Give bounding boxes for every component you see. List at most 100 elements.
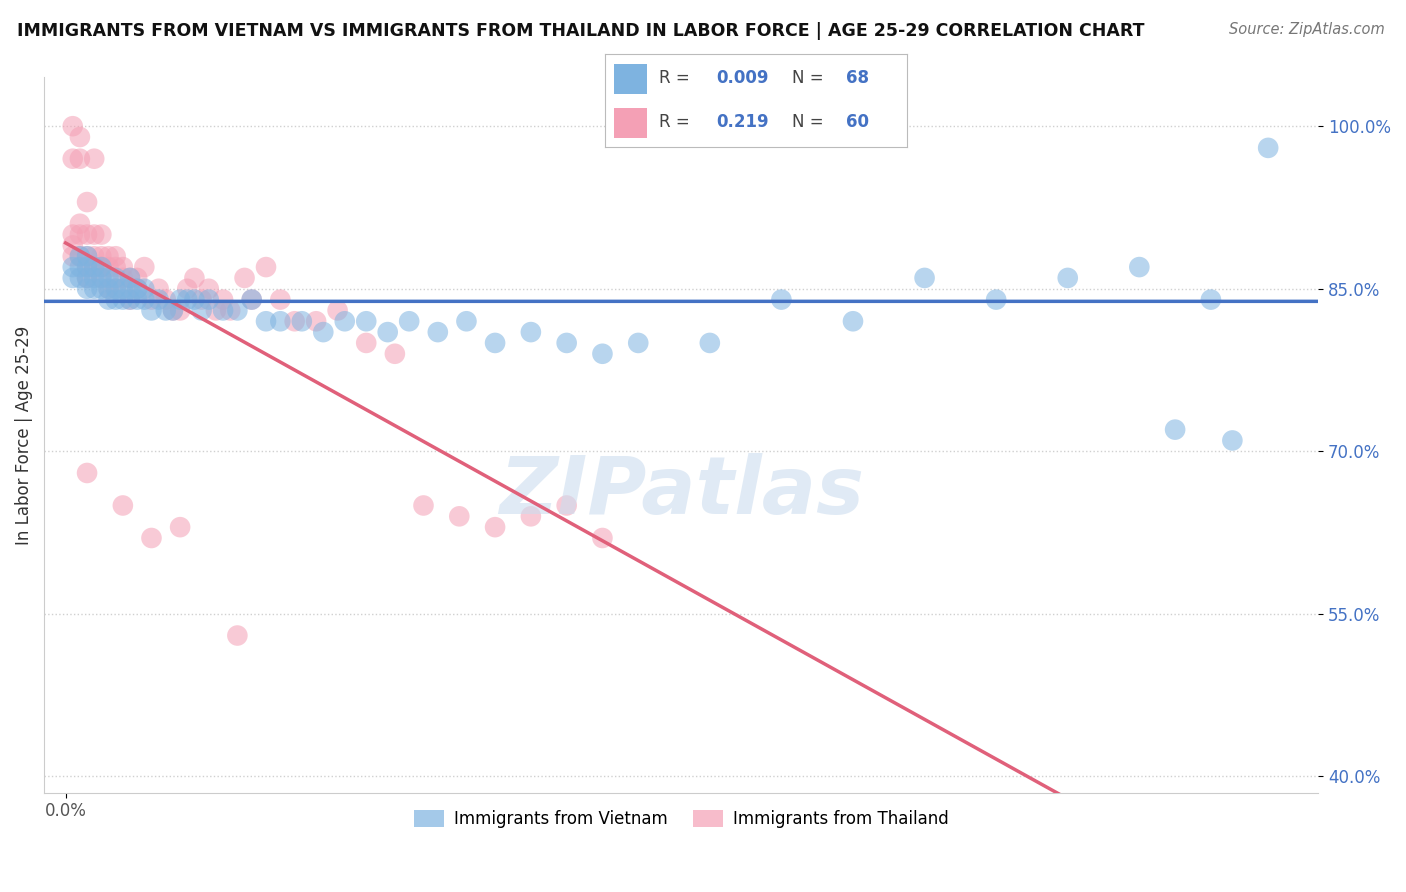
Point bbox=[284, 314, 307, 328]
Point bbox=[83, 282, 105, 296]
Point bbox=[205, 303, 228, 318]
Point bbox=[62, 271, 84, 285]
Point bbox=[305, 314, 328, 328]
Point bbox=[76, 282, 98, 296]
Point bbox=[69, 217, 91, 231]
Point bbox=[190, 293, 212, 307]
Point bbox=[83, 227, 105, 242]
Text: R =: R = bbox=[659, 113, 690, 131]
Point bbox=[449, 509, 471, 524]
Bar bbox=[613, 64, 647, 94]
Point bbox=[76, 195, 98, 210]
Point bbox=[111, 282, 134, 296]
Point bbox=[1128, 260, 1150, 274]
Point bbox=[104, 260, 127, 274]
Legend: Immigrants from Vietnam, Immigrants from Thailand: Immigrants from Vietnam, Immigrants from… bbox=[408, 803, 955, 834]
Point bbox=[90, 249, 112, 263]
Point bbox=[104, 282, 127, 296]
Point bbox=[90, 271, 112, 285]
Point bbox=[197, 293, 219, 307]
Point bbox=[118, 293, 141, 307]
Point bbox=[141, 293, 163, 307]
Point bbox=[269, 314, 291, 328]
Point bbox=[398, 314, 420, 328]
Point bbox=[76, 260, 98, 274]
Point bbox=[148, 282, 170, 296]
Point bbox=[291, 314, 314, 328]
Point bbox=[127, 293, 149, 307]
Point bbox=[62, 260, 84, 274]
Point bbox=[83, 271, 105, 285]
Text: 68: 68 bbox=[846, 69, 869, 87]
Point bbox=[555, 335, 578, 350]
Point bbox=[118, 271, 141, 285]
Point bbox=[141, 531, 163, 545]
Point bbox=[90, 271, 112, 285]
Point bbox=[986, 293, 1008, 307]
Point bbox=[118, 282, 141, 296]
Point bbox=[97, 293, 120, 307]
Point bbox=[111, 260, 134, 274]
Point bbox=[354, 314, 377, 328]
Point bbox=[111, 293, 134, 307]
Point bbox=[97, 271, 120, 285]
Point bbox=[83, 152, 105, 166]
Point bbox=[1257, 141, 1279, 155]
Point bbox=[240, 293, 263, 307]
Point bbox=[240, 293, 263, 307]
Point bbox=[111, 499, 134, 513]
Point bbox=[155, 293, 177, 307]
Point bbox=[62, 249, 84, 263]
Point bbox=[76, 466, 98, 480]
Point bbox=[104, 249, 127, 263]
Point bbox=[76, 260, 98, 274]
Point bbox=[69, 271, 91, 285]
Point bbox=[97, 249, 120, 263]
Point bbox=[141, 303, 163, 318]
Text: N =: N = bbox=[792, 69, 824, 87]
Point bbox=[254, 260, 277, 274]
Point bbox=[1164, 423, 1187, 437]
Point bbox=[69, 260, 91, 274]
Point bbox=[62, 227, 84, 242]
Point bbox=[62, 119, 84, 133]
Point bbox=[83, 260, 105, 274]
Point bbox=[591, 347, 613, 361]
Point bbox=[312, 325, 335, 339]
Y-axis label: In Labor Force | Age 25-29: In Labor Force | Age 25-29 bbox=[15, 326, 32, 545]
Point bbox=[134, 260, 156, 274]
Point bbox=[197, 282, 219, 296]
Point bbox=[90, 282, 112, 296]
Text: R =: R = bbox=[659, 69, 690, 87]
Point bbox=[127, 271, 149, 285]
Text: 0.219: 0.219 bbox=[717, 113, 769, 131]
Point bbox=[1222, 434, 1244, 448]
Point bbox=[69, 249, 91, 263]
Point bbox=[69, 227, 91, 242]
Point bbox=[591, 531, 613, 545]
Point bbox=[699, 335, 721, 350]
Point bbox=[333, 314, 356, 328]
Point bbox=[484, 335, 506, 350]
Text: 60: 60 bbox=[846, 113, 869, 131]
Point bbox=[97, 282, 120, 296]
Point bbox=[148, 293, 170, 307]
Point bbox=[219, 303, 242, 318]
Point bbox=[377, 325, 399, 339]
Point bbox=[62, 152, 84, 166]
Point bbox=[183, 293, 205, 307]
Point bbox=[90, 260, 112, 274]
Text: ZIPatlas: ZIPatlas bbox=[499, 453, 863, 532]
Point bbox=[134, 282, 156, 296]
Point bbox=[127, 282, 149, 296]
Point bbox=[555, 499, 578, 513]
Point bbox=[190, 303, 212, 318]
Point bbox=[226, 303, 249, 318]
Text: IMMIGRANTS FROM VIETNAM VS IMMIGRANTS FROM THAILAND IN LABOR FORCE | AGE 25-29 C: IMMIGRANTS FROM VIETNAM VS IMMIGRANTS FR… bbox=[17, 22, 1144, 40]
Point bbox=[69, 152, 91, 166]
Point bbox=[1056, 271, 1078, 285]
Point bbox=[520, 325, 543, 339]
Point bbox=[426, 325, 449, 339]
Point bbox=[76, 227, 98, 242]
Point bbox=[176, 282, 198, 296]
